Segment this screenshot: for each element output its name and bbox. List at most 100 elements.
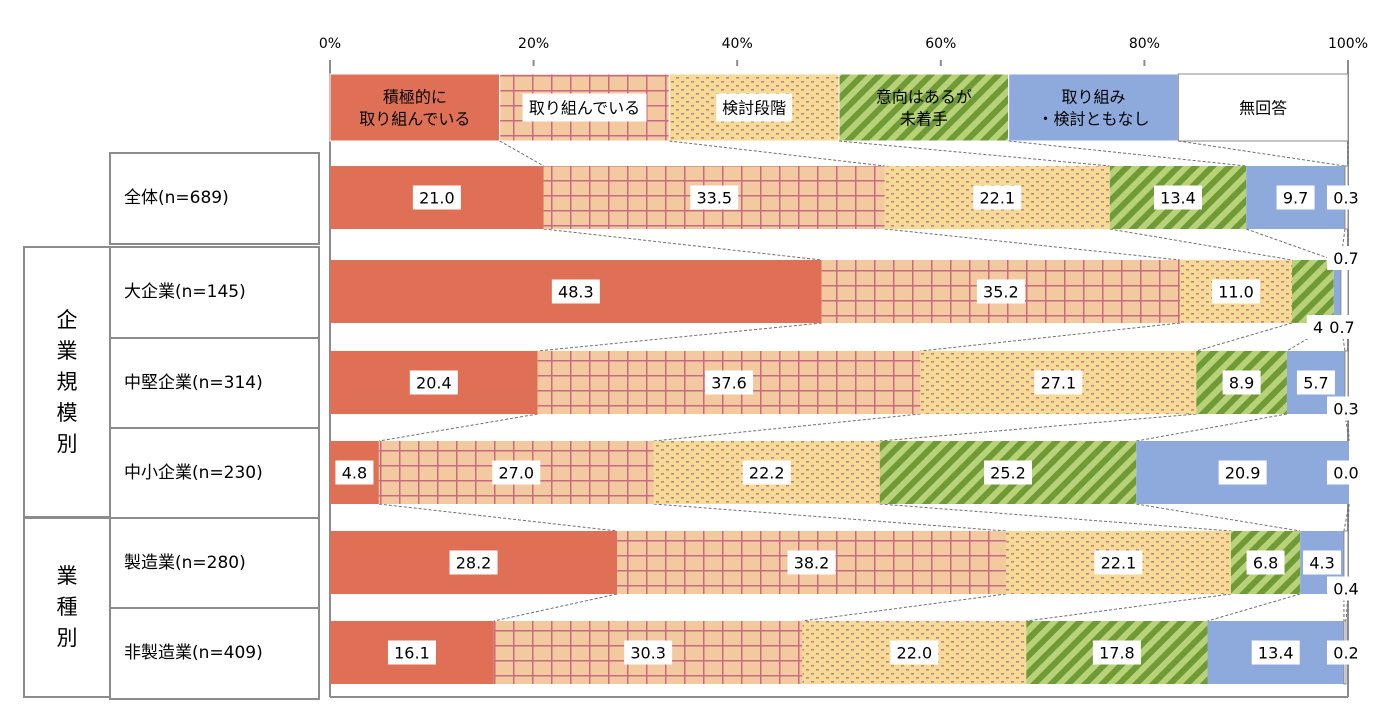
category-label: 製造業(n=280) [124,552,246,573]
series-connector-line [1196,322,1293,352]
value-label-bg [1327,460,1365,485]
value-label-bg [1303,550,1342,575]
x-tick-label: 100% [1328,36,1368,52]
series-connector-line [543,228,822,261]
value-label: 33.5 [696,189,732,208]
value-label: 0.3 [1333,400,1358,419]
value-label: 6.8 [1253,554,1278,573]
series-connector-line [1207,593,1301,622]
value-label-bg [690,185,739,210]
value-label: 38.2 [794,554,830,573]
value-label-bg [409,370,458,395]
legend-swatch [329,73,501,142]
value-label: 22.1 [979,189,1015,208]
series-connector-line [1008,140,1247,167]
value-label-bg [976,279,1025,304]
value-label-bg [983,460,1032,485]
value-label-bg [1327,246,1365,270]
category-cell [109,517,320,610]
value-label: 30.3 [630,644,666,663]
series-connector-line [884,228,1181,261]
bar-segment [1333,260,1341,323]
value-label: 35.2 [983,283,1019,302]
legend-label: 意向はあるが未着手 [876,88,972,129]
x-tick-label: 80% [1129,36,1160,52]
value-label-bg [973,185,1022,210]
series-connector-line [838,140,1110,167]
group-label: 企 業 規 模 別 [56,307,78,456]
value-label-bg [449,550,498,575]
value-label: 13.4 [1258,644,1294,663]
value-label-bg [412,185,461,210]
legend-swatch [838,73,1010,142]
legend-swatch [1008,73,1179,142]
category-cell [109,152,320,245]
value-label-bg [1034,370,1083,395]
category-label: 中小企業(n=230) [124,462,263,483]
x-tick-label: 60% [925,36,956,52]
value-label-bg [1327,396,1365,421]
series-connector-line [802,593,1007,622]
value-label: 5.7 [1303,374,1328,393]
value-label-bg [1327,640,1365,665]
series-connector-line [1347,503,1350,532]
x-tick-label: 40% [722,36,753,52]
series-connector-line [920,322,1181,352]
value-label: 4.8 [342,464,367,483]
legend-label: 取り組み・検討ともなし [1037,88,1149,129]
value-label-bg [492,460,541,485]
legend-label-bg [716,93,793,122]
value-label: 13.4 [1160,189,1196,208]
category-label: 全体(n=689) [124,187,229,208]
series-connector-line [1178,140,1346,167]
category-label: 中堅企業(n=314) [124,372,263,393]
value-label: 48.3 [558,283,594,302]
value-label-bg [1327,185,1365,210]
value-label: 27.1 [1041,374,1077,393]
series-connector-line [1347,413,1350,442]
group-label-cell [23,517,111,698]
value-label: 8.9 [1229,374,1254,393]
series-connector-line [1109,228,1293,261]
series-connector-line [1344,413,1350,442]
category-label: 非製造業(n=409) [124,642,263,663]
value-label: 0.3 [1333,189,1358,208]
series-connector-line [653,413,921,442]
value-label: 20.9 [1225,464,1261,483]
series-connector-line [378,503,618,532]
value-label-bg [1323,315,1361,339]
category-cell [109,427,320,520]
value-label: 9.7 [1283,189,1308,208]
value-label: 22.1 [1101,554,1137,573]
legend-label: 検討段階 [722,99,786,118]
series-connector-line [669,140,885,167]
series-connector-line [378,413,538,442]
value-label-bg [551,279,600,304]
group-label: 業 種 別 [56,564,78,650]
value-label: 11.0 [1218,283,1254,302]
series-connector-line [1136,503,1301,532]
series-connector-line [1136,413,1288,442]
legend-label: 取り組んでいる [529,99,640,118]
value-label: 22.2 [749,464,785,483]
value-label: 0.0 [1333,464,1358,483]
value-label: 27.0 [498,464,534,483]
series-connector-line [537,322,822,352]
value-label-bg [1246,550,1285,575]
value-label: 25.2 [990,464,1026,483]
x-tick-label: 20% [518,36,549,52]
group-label-cell [23,246,111,518]
value-label-bg [1251,640,1300,665]
value-label: 16.1 [394,644,430,663]
value-label-bg [624,640,673,665]
bar-segment [1292,260,1334,323]
value-label-bg [890,640,939,665]
value-label: 37.6 [711,374,747,393]
value-label-bg [335,460,374,485]
series-connector-line [1343,503,1350,532]
legend-label: 無回答 [1239,99,1287,118]
value-label-bg [705,370,754,395]
value-label-bg [1092,640,1141,665]
